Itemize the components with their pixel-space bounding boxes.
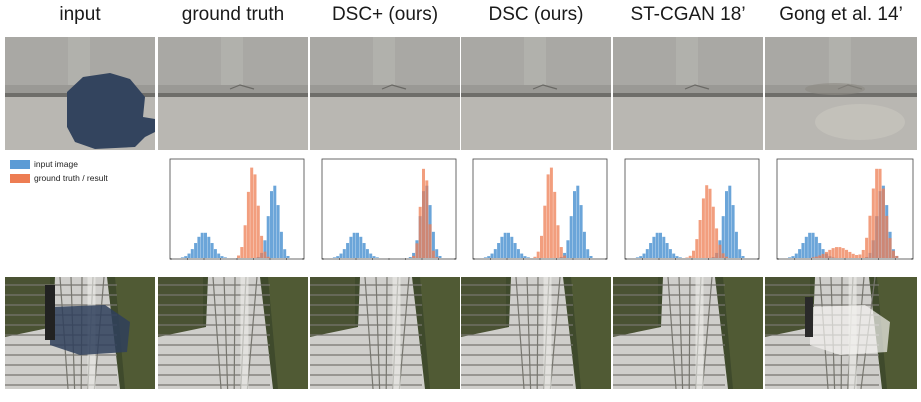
pavement-photo-dsc-plus [310, 37, 460, 150]
legend-label-input: input image [34, 159, 78, 169]
header-st-cgan: ST-CGAN 18’ [630, 4, 746, 25]
legend-item-input: input image [10, 157, 150, 171]
walkway-photo-input [5, 277, 155, 389]
pavement-photo-input [5, 37, 155, 150]
pavement-photo-st-cgan [613, 37, 763, 150]
walkway-photo-st-cgan [613, 277, 763, 389]
histogram-dsc [461, 155, 611, 271]
walkway-photo-ground-truth [158, 277, 308, 389]
legend-swatch-input [10, 159, 30, 169]
legend-label-result: ground truth / result [34, 173, 108, 183]
header-dsc-plus: DSC+ (ours) [331, 4, 439, 25]
walkway-photo-dsc [461, 277, 611, 389]
header-input: input [59, 4, 101, 25]
histogram-dsc-plus [310, 155, 460, 271]
histogram-ground-truth [158, 155, 308, 271]
pavement-photo-ground-truth [158, 37, 308, 150]
header-ground-truth: ground truth [181, 4, 285, 25]
walkway-photo-dsc-plus [310, 277, 460, 389]
histogram-st-cgan [613, 155, 763, 271]
header-dsc: DSC (ours) [488, 4, 584, 25]
pavement-photo-gong [765, 37, 917, 150]
walkway-photo-gong [765, 277, 917, 389]
histogram-legend: input image ground truth / result [10, 157, 150, 189]
header-gong: Gong et al. 14’ [779, 4, 903, 25]
pavement-photo-dsc [461, 37, 611, 150]
histogram-gong [765, 155, 917, 271]
legend-swatch-result [10, 173, 30, 183]
legend-item-result: ground truth / result [10, 171, 150, 185]
